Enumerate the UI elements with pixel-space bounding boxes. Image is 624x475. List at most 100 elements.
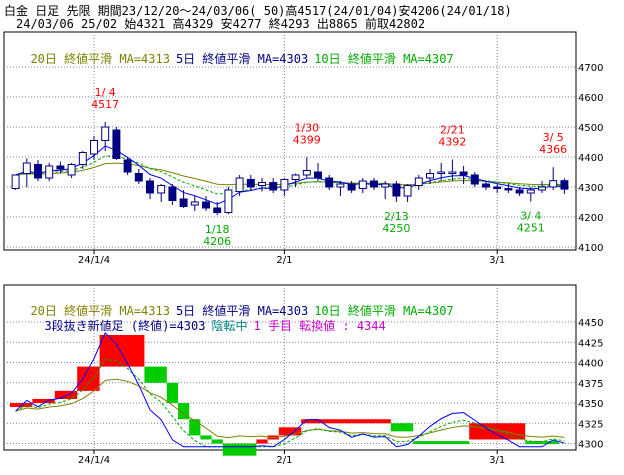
candle-body xyxy=(414,177,423,186)
upper-frame xyxy=(3,31,577,251)
ma5-line xyxy=(15,145,565,205)
lower-y-tick-label: 4300 xyxy=(578,440,603,451)
chart-title-line: 白金 日足 先限 期間23/12/20～24/03/06( 50)高4517(2… xyxy=(4,4,512,18)
upper-ma-legend: 20日 終値平滑 MA=4313 5日 終値平滑 MA=4303 10日 終値平滑 … xyxy=(16,38,460,66)
candle-body xyxy=(168,186,177,201)
candle-body xyxy=(123,159,132,173)
lower-y-tick-label: 4425 xyxy=(578,338,603,349)
upper-y-tick-label: 4300 xyxy=(578,183,603,194)
candle-body xyxy=(370,180,378,188)
candle-body xyxy=(67,164,76,176)
upper-y-tick-label: 4100 xyxy=(578,243,603,254)
candle-body xyxy=(538,186,546,191)
candle-body xyxy=(246,179,255,188)
lower-ma10-legend: 10日 終値平滑 MA=4307 xyxy=(314,304,454,318)
lower-y-tick-label: 4450 xyxy=(578,318,603,329)
down-block xyxy=(144,366,167,383)
candle-body xyxy=(448,171,457,174)
ma20-line xyxy=(15,162,565,186)
lower-x-tick-label: 24/1/4 xyxy=(78,455,110,466)
candle-body xyxy=(493,186,502,189)
new-price-status: 3段抜き新値足 (終値)=4303 陰転中 1 手目 転換値 : 4344 xyxy=(30,305,392,333)
lower-new-price-chart: 4300 4325 4350 4375 4400 4425 4450 24/1/4 2/1 3/1 xyxy=(3,284,603,466)
down-block xyxy=(222,443,257,456)
candle-body xyxy=(560,180,569,190)
candle-body xyxy=(392,183,401,197)
lower-ma20-legend: 20日 終値平滑 MA=4313 xyxy=(30,304,170,318)
candle-body xyxy=(202,201,210,209)
up-block xyxy=(32,398,55,404)
candle-body xyxy=(381,183,390,188)
candle-body xyxy=(280,179,289,191)
ma20-legend: 20日 終値平滑 MA=4313 xyxy=(30,52,170,66)
ma10-legend: 10日 終値平滑 MA=4307 xyxy=(314,52,454,66)
candle-body xyxy=(291,174,300,180)
upper-x-tick-label: 3/1 xyxy=(489,255,505,266)
low-value-label: 4206 xyxy=(203,235,231,248)
upper-candlestick-chart: 4100 4200 4300 4400 4500 4600 4700 24/1/4 2/1 3/1… xyxy=(3,31,603,266)
high-value-label: 4366 xyxy=(539,143,567,156)
candle-body xyxy=(235,177,244,192)
candle-body xyxy=(526,189,535,194)
lower-ma10-line xyxy=(15,359,565,448)
candle-body xyxy=(213,207,222,213)
high-value-label: 4399 xyxy=(293,133,321,146)
candle-body xyxy=(549,180,558,188)
candle-body xyxy=(90,140,98,155)
lower-frame xyxy=(3,284,577,451)
trend-status: 陰転中 xyxy=(211,319,248,333)
candle-body xyxy=(515,189,524,194)
upper-y-tick-label: 4500 xyxy=(578,123,603,134)
candle-body xyxy=(146,180,154,194)
down-block xyxy=(211,439,223,444)
low-date-label: 2/13 xyxy=(384,210,409,223)
high-date-label: 2/21 xyxy=(440,123,465,136)
candle-body xyxy=(258,182,266,186)
candle-body xyxy=(157,185,166,194)
candle-body xyxy=(482,183,490,188)
candle-body xyxy=(179,198,188,207)
up-block xyxy=(256,439,268,444)
lower-ma5-legend: 5日 終値平滑 MA=4303 xyxy=(175,304,309,318)
lower-x-tick-label: 2/1 xyxy=(276,455,292,466)
candle-body xyxy=(134,173,143,182)
candle-body xyxy=(470,174,479,185)
high-date-label: 3/ 5 xyxy=(543,131,564,144)
candle-body xyxy=(45,165,54,179)
lower-ma-legend: 20日 終値平滑 MA=4313 5日 終値平滑 MA=4303 10日 終値平滑 … xyxy=(16,290,460,318)
candle-body xyxy=(347,183,356,191)
candle-body xyxy=(336,183,345,188)
candle-body xyxy=(190,201,199,206)
upper-y-tick-label: 4600 xyxy=(578,93,603,104)
up-block xyxy=(301,419,391,424)
up-block xyxy=(54,390,78,399)
upper-y-tick-label: 4700 xyxy=(578,63,603,74)
low-date-label: 1/18 xyxy=(205,223,230,236)
down-block xyxy=(413,441,470,445)
lower-x-tick-label: 3/1 xyxy=(489,455,505,466)
candle-body xyxy=(11,174,20,189)
candle-body xyxy=(112,129,121,159)
down-block xyxy=(200,435,212,440)
new-price-value: 3段抜き新値足 (終値)=4303 xyxy=(44,319,206,333)
candle-body xyxy=(403,185,412,197)
candle-body xyxy=(34,164,42,179)
ma10-line xyxy=(15,155,565,195)
down-block xyxy=(178,403,190,420)
upper-x-tick-label: 2/1 xyxy=(276,255,292,266)
low-date-label: 3/ 4 xyxy=(520,210,541,223)
lower-y-tick-label: 4350 xyxy=(578,399,603,410)
up-block xyxy=(99,335,145,367)
reversal-value: 1 手目 転換値 : 4344 xyxy=(253,319,386,333)
high-date-label: 1/30 xyxy=(294,121,319,134)
lower-ma5-line xyxy=(15,332,565,448)
high-value-label: 4517 xyxy=(91,98,119,111)
high-date-label: 1/ 4 xyxy=(95,86,116,99)
upper-x-tick-label: 24/1/4 xyxy=(78,255,110,266)
candle-body xyxy=(78,152,87,165)
candle-body xyxy=(325,177,334,188)
candle-body xyxy=(459,171,468,176)
high-value-label: 4392 xyxy=(438,135,466,148)
candle-body xyxy=(314,171,322,179)
